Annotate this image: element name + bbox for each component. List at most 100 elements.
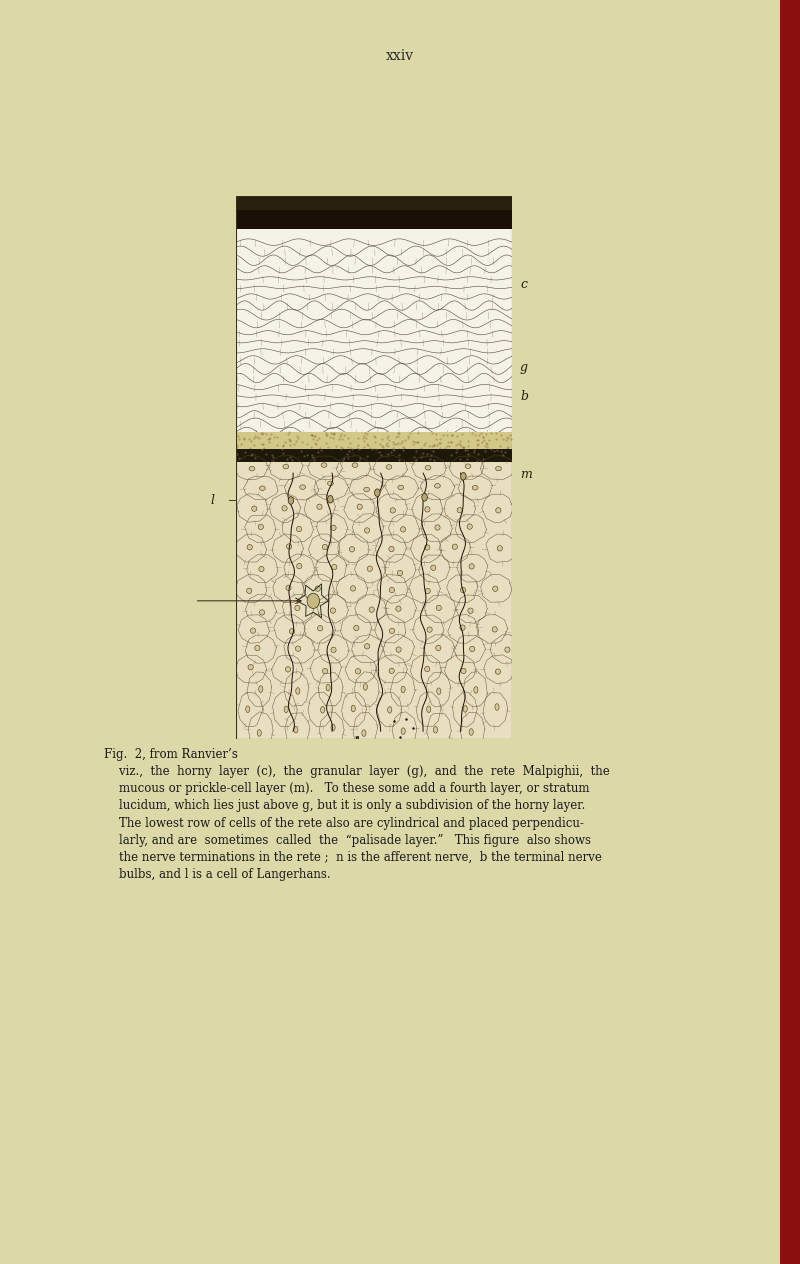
Ellipse shape (390, 628, 394, 633)
Ellipse shape (467, 523, 472, 530)
Text: lucidum, which lies just above g, but it is only a subdivision of the horny laye: lucidum, which lies just above g, but it… (104, 800, 586, 813)
Ellipse shape (390, 588, 394, 593)
Ellipse shape (286, 585, 291, 590)
Ellipse shape (247, 545, 252, 550)
Ellipse shape (436, 605, 442, 611)
Ellipse shape (461, 588, 466, 593)
Ellipse shape (367, 566, 373, 571)
Ellipse shape (398, 485, 404, 489)
Ellipse shape (425, 465, 431, 470)
Ellipse shape (389, 546, 394, 552)
Ellipse shape (362, 729, 366, 737)
Ellipse shape (425, 588, 430, 594)
Ellipse shape (290, 628, 294, 635)
Ellipse shape (300, 485, 306, 489)
Ellipse shape (318, 626, 322, 631)
Ellipse shape (436, 645, 441, 651)
Ellipse shape (297, 526, 302, 532)
Text: viz.,  the  horny  layer  (c),  the  granular  layer  (g),  and  the  rete  Malp: viz., the horny layer (c), the granular … (104, 766, 610, 779)
Ellipse shape (369, 607, 374, 612)
Ellipse shape (425, 666, 430, 671)
Ellipse shape (284, 707, 288, 713)
Ellipse shape (465, 464, 471, 469)
Ellipse shape (248, 665, 254, 670)
Ellipse shape (468, 608, 473, 613)
Bar (236, 449, 512, 463)
Ellipse shape (321, 707, 325, 713)
Ellipse shape (425, 507, 430, 512)
Ellipse shape (426, 707, 431, 713)
Ellipse shape (258, 525, 263, 530)
Ellipse shape (331, 647, 336, 652)
Ellipse shape (355, 669, 361, 674)
Ellipse shape (365, 643, 370, 648)
Ellipse shape (331, 724, 335, 731)
Ellipse shape (294, 727, 298, 733)
Text: bulbs, and l is a cell of Langerhans.: bulbs, and l is a cell of Langerhans. (104, 867, 330, 881)
Ellipse shape (288, 497, 294, 504)
Ellipse shape (461, 473, 466, 480)
Text: c: c (520, 278, 527, 291)
Ellipse shape (457, 507, 462, 513)
Ellipse shape (469, 564, 474, 569)
Ellipse shape (434, 727, 438, 733)
Ellipse shape (326, 684, 330, 691)
Ellipse shape (493, 586, 498, 592)
Ellipse shape (374, 489, 380, 497)
Ellipse shape (322, 545, 327, 550)
Bar (236, 229, 512, 446)
Ellipse shape (364, 487, 370, 492)
Ellipse shape (422, 493, 427, 501)
Ellipse shape (474, 686, 478, 693)
Text: g: g (520, 362, 528, 374)
Ellipse shape (259, 566, 264, 571)
Ellipse shape (322, 669, 328, 674)
Bar (236, 463, 512, 739)
Text: b: b (520, 391, 528, 403)
Ellipse shape (472, 485, 478, 490)
Ellipse shape (430, 565, 436, 570)
Ellipse shape (452, 544, 458, 550)
Text: l: l (210, 494, 214, 507)
Ellipse shape (249, 466, 255, 471)
Ellipse shape (401, 728, 406, 734)
Ellipse shape (434, 484, 440, 488)
Ellipse shape (331, 525, 336, 531)
Ellipse shape (497, 546, 502, 551)
Ellipse shape (258, 729, 262, 736)
Ellipse shape (286, 544, 292, 549)
Text: mucous or prickle-cell layer (m).   To these some add a fourth layer, or stratum: mucous or prickle-cell layer (m). To the… (104, 782, 590, 795)
Ellipse shape (492, 627, 498, 632)
Ellipse shape (398, 570, 402, 575)
Bar (780, 0, 800, 1264)
Ellipse shape (495, 669, 501, 674)
Ellipse shape (427, 627, 432, 632)
Ellipse shape (350, 585, 356, 592)
Ellipse shape (461, 669, 466, 674)
Ellipse shape (307, 593, 319, 608)
Text: Fig.  2, from Ranvier’s: Fig. 2, from Ranvier’s (104, 748, 242, 761)
Ellipse shape (496, 466, 502, 470)
Ellipse shape (470, 646, 475, 652)
Ellipse shape (286, 666, 290, 672)
Ellipse shape (496, 508, 501, 513)
Ellipse shape (351, 705, 355, 712)
Ellipse shape (396, 605, 401, 612)
Ellipse shape (246, 705, 250, 713)
Ellipse shape (250, 628, 256, 633)
Bar (236, 196, 512, 229)
Text: The lowest row of cells of the rete also are cylindrical and placed perpendicu-: The lowest row of cells of the rete also… (104, 817, 584, 829)
Text: d: d (480, 712, 488, 724)
Ellipse shape (389, 669, 394, 674)
Ellipse shape (297, 564, 302, 569)
Ellipse shape (254, 646, 260, 651)
Ellipse shape (296, 688, 300, 694)
Ellipse shape (252, 506, 257, 512)
Ellipse shape (425, 545, 430, 550)
Ellipse shape (357, 504, 362, 509)
Ellipse shape (401, 527, 406, 532)
Ellipse shape (327, 495, 333, 503)
Ellipse shape (388, 707, 392, 713)
Ellipse shape (332, 565, 337, 570)
Ellipse shape (390, 508, 395, 513)
